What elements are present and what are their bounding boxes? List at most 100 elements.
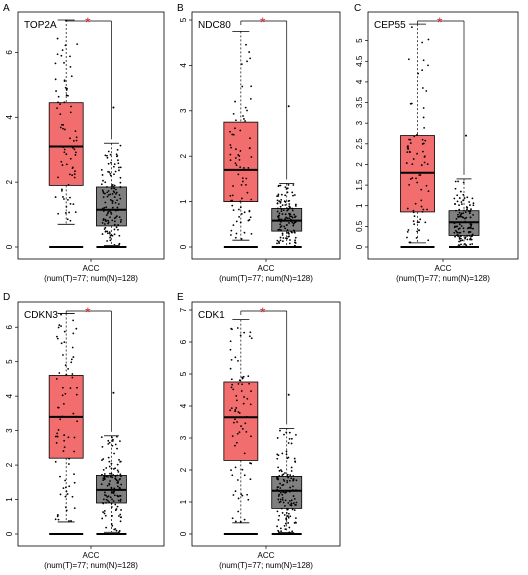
data-point [234,100,236,103]
data-point [277,519,280,521]
data-point [231,194,234,197]
data-point [290,477,293,480]
data-point [285,216,287,219]
tumor-box [223,30,259,248]
data-point [109,236,111,239]
y-tick-label: 1.5 [355,179,364,191]
data-point [104,491,106,494]
data-point [108,460,111,463]
data-point [454,225,456,228]
data-point [119,144,122,147]
data-point [75,139,78,142]
data-point [464,236,467,239]
data-point [230,229,233,232]
data-point [60,313,62,316]
data-point [294,517,297,520]
data-point [458,211,461,214]
data-point [116,463,119,466]
y-tick-label: 6 [5,324,14,329]
data-point [423,156,426,158]
data-point [280,225,283,227]
data-point [291,221,294,224]
data-point [409,178,412,180]
data-point [231,435,234,438]
data-point [230,327,233,330]
data-point [56,514,59,516]
data-point [290,504,293,507]
data-point [421,143,424,145]
data-point [277,529,279,532]
data-point [116,149,119,151]
data-point [235,148,237,151]
data-point [287,476,290,479]
data-point [57,95,60,98]
data-point [410,26,413,29]
data-point [231,383,234,386]
data-point [106,186,108,188]
data-point [462,199,465,202]
data-point [64,506,67,509]
data-point [276,488,278,491]
data-point [62,487,65,490]
data-point [421,69,424,72]
data-point [231,133,234,136]
data-point [279,184,282,187]
data-point [230,199,233,202]
data-point [416,181,419,184]
data-point [278,214,280,217]
data-point [106,484,109,487]
data-point [110,213,113,215]
data-point [114,475,117,478]
data-point [284,499,287,502]
data-point [243,396,245,398]
normal-box [271,105,303,248]
data-point [295,504,297,506]
data-point [281,232,284,235]
data-point [234,356,237,359]
data-point [284,505,286,507]
data-point [281,452,284,455]
data-point [463,209,465,212]
data-point [120,219,122,221]
data-point [243,167,245,169]
data-point [114,188,117,191]
data-point [231,517,234,520]
x-category-label: ACC [83,551,100,560]
iqr-box [223,121,259,202]
data-point [291,489,294,491]
data-point [102,468,105,471]
data-point [230,469,232,472]
data-point [111,440,114,442]
data-point [63,80,66,82]
data-point [62,354,64,356]
data-point [230,386,233,389]
data-point [104,181,107,184]
data-point [62,124,65,126]
data-point [63,151,66,154]
data-point [105,501,107,504]
data-point [106,154,108,157]
data-point [113,487,116,490]
iqr-box [223,381,259,461]
data-point [106,191,109,194]
data-point [110,491,113,494]
data-point [285,450,288,453]
data-point [236,421,238,423]
data-point [469,226,472,229]
data-point [454,229,457,232]
data-point [454,187,457,190]
data-point [109,475,112,478]
data-point [103,228,106,230]
data-point [460,243,462,246]
data-point [469,243,472,246]
data-point [249,462,251,464]
significance-star: * [437,14,443,30]
data-point [57,406,59,409]
data-point [102,210,105,212]
data-point [64,479,67,482]
data-point [406,236,408,239]
data-point [295,501,298,504]
data-point [68,457,71,460]
data-point [456,200,459,203]
data-point [454,235,456,238]
